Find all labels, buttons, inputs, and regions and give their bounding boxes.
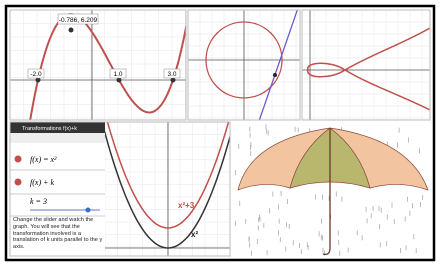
header-title: Transformations f(x)+k — [22, 126, 77, 132]
slider-thumb[interactable] — [86, 208, 91, 213]
icon — [15, 156, 22, 163]
max-point — [69, 28, 74, 33]
toolbar — [10, 133, 105, 143]
note: Change the slider and watch the graph. Y… — [13, 217, 103, 251]
expression: f(x) + k — [30, 178, 55, 187]
curve-label: x² — [191, 230, 198, 239]
expression: f(x) = x² — [30, 155, 57, 164]
desmos-sidebar: Transformations f(x)+k f(x) = x² f(x) + … — [10, 122, 105, 257]
intersection — [273, 73, 277, 77]
icon — [15, 179, 22, 186]
point-label: -2.0 — [30, 71, 42, 78]
note-box: Change the slider and watch the graph. Y… — [13, 217, 103, 257]
point-label: 3.0 — [167, 71, 176, 78]
expression: k = 3 — [30, 197, 47, 206]
point-label: 1.0 — [113, 71, 122, 78]
point-label: -0.786, 6.209 — [59, 17, 98, 24]
collage: -0.786, 6.209 -2.0 1.0 3.0 Transformatio… — [0, 0, 440, 265]
curve-label: x²+3 — [178, 201, 195, 210]
